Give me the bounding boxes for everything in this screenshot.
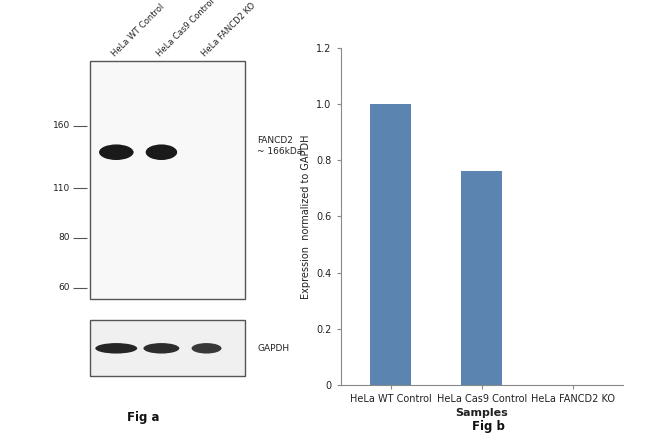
Text: Fig b: Fig b	[472, 420, 505, 433]
Ellipse shape	[99, 145, 133, 160]
Text: 60: 60	[59, 283, 70, 292]
Ellipse shape	[192, 343, 222, 354]
Text: 160: 160	[53, 121, 70, 130]
Text: HeLa WT Control: HeLa WT Control	[110, 2, 166, 59]
Text: 80: 80	[59, 233, 70, 243]
Ellipse shape	[146, 145, 177, 160]
Text: HeLa Cas9 Control: HeLa Cas9 Control	[155, 0, 216, 59]
Bar	[90, 320, 246, 376]
Text: FANCD2
~ 166kDa: FANCD2 ~ 166kDa	[257, 135, 303, 156]
Ellipse shape	[96, 343, 137, 354]
Ellipse shape	[161, 148, 177, 157]
Text: 110: 110	[53, 184, 70, 193]
Bar	[90, 61, 246, 298]
Text: Fig a: Fig a	[127, 411, 160, 424]
Ellipse shape	[144, 343, 179, 354]
Ellipse shape	[116, 148, 133, 157]
Text: HeLa FANCD2 KO: HeLa FANCD2 KO	[200, 1, 257, 59]
Text: GAPDH: GAPDH	[257, 344, 289, 353]
